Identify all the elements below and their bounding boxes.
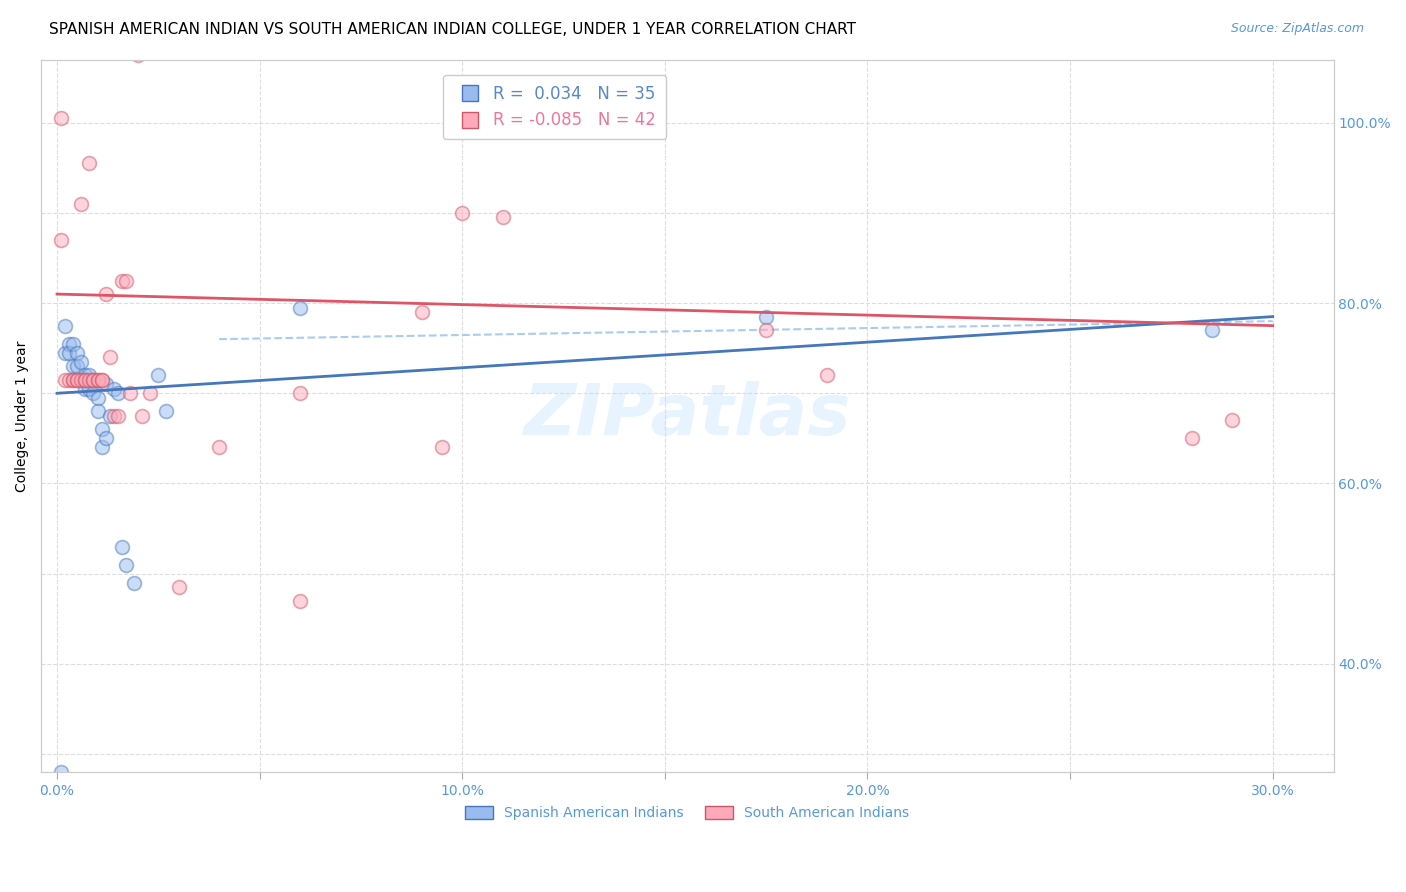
Point	[115, 558, 138, 572]
Point	[66, 373, 89, 387]
Point	[70, 355, 93, 369]
Point	[451, 206, 474, 220]
Point	[1181, 431, 1204, 445]
Point	[118, 386, 141, 401]
Point	[75, 368, 97, 383]
Point	[98, 350, 121, 364]
Point	[411, 305, 433, 319]
Point	[82, 373, 104, 387]
Point	[82, 386, 104, 401]
Point	[53, 373, 76, 387]
Point	[79, 368, 101, 383]
Point	[111, 274, 134, 288]
Point	[94, 431, 117, 445]
Point	[86, 373, 108, 387]
Point	[75, 373, 97, 387]
Point	[107, 386, 129, 401]
Point	[148, 368, 170, 383]
Point	[111, 540, 134, 554]
Point	[115, 274, 138, 288]
Point	[492, 211, 515, 225]
Point	[122, 575, 145, 590]
Point	[430, 441, 453, 455]
Point	[75, 382, 97, 396]
Point	[815, 368, 838, 383]
Point	[70, 197, 93, 211]
Point	[1220, 413, 1243, 427]
Point	[167, 580, 190, 594]
Point	[94, 377, 117, 392]
Point	[755, 310, 778, 324]
Point	[66, 359, 89, 374]
Point	[58, 336, 80, 351]
Point	[82, 373, 104, 387]
Point	[75, 373, 97, 387]
Point	[155, 404, 177, 418]
Point	[58, 373, 80, 387]
Point	[62, 373, 84, 387]
Point	[86, 404, 108, 418]
Point	[79, 373, 101, 387]
Point	[98, 409, 121, 423]
Y-axis label: College, Under 1 year: College, Under 1 year	[15, 340, 30, 491]
Point	[755, 323, 778, 337]
Point	[139, 386, 162, 401]
Point	[62, 336, 84, 351]
Legend: Spanish American Indians, South American Indians: Spanish American Indians, South American…	[460, 800, 914, 826]
Point	[86, 373, 108, 387]
Point	[49, 233, 72, 247]
Point	[66, 345, 89, 359]
Point	[58, 345, 80, 359]
Text: SPANISH AMERICAN INDIAN VS SOUTH AMERICAN INDIAN COLLEGE, UNDER 1 YEAR CORRELATI: SPANISH AMERICAN INDIAN VS SOUTH AMERICA…	[49, 22, 856, 37]
Point	[75, 373, 97, 387]
Point	[1201, 323, 1223, 337]
Point	[79, 382, 101, 396]
Point	[82, 373, 104, 387]
Point	[86, 391, 108, 405]
Point	[90, 422, 112, 436]
Point	[127, 48, 149, 62]
Point	[49, 112, 72, 126]
Text: Source: ZipAtlas.com: Source: ZipAtlas.com	[1230, 22, 1364, 36]
Point	[288, 301, 311, 315]
Point	[103, 382, 125, 396]
Point	[62, 373, 84, 387]
Point	[90, 373, 112, 387]
Point	[90, 441, 112, 455]
Point	[79, 156, 101, 170]
Point	[107, 409, 129, 423]
Point	[94, 287, 117, 301]
Point	[49, 765, 72, 780]
Point	[288, 593, 311, 607]
Point	[62, 359, 84, 374]
Point	[208, 441, 231, 455]
Text: ZIPatlas: ZIPatlas	[523, 381, 851, 450]
Point	[53, 318, 76, 333]
Point	[90, 373, 112, 387]
Point	[53, 345, 76, 359]
Point	[70, 373, 93, 387]
Point	[66, 373, 89, 387]
Point	[131, 409, 153, 423]
Point	[70, 373, 93, 387]
Point	[103, 409, 125, 423]
Point	[288, 386, 311, 401]
